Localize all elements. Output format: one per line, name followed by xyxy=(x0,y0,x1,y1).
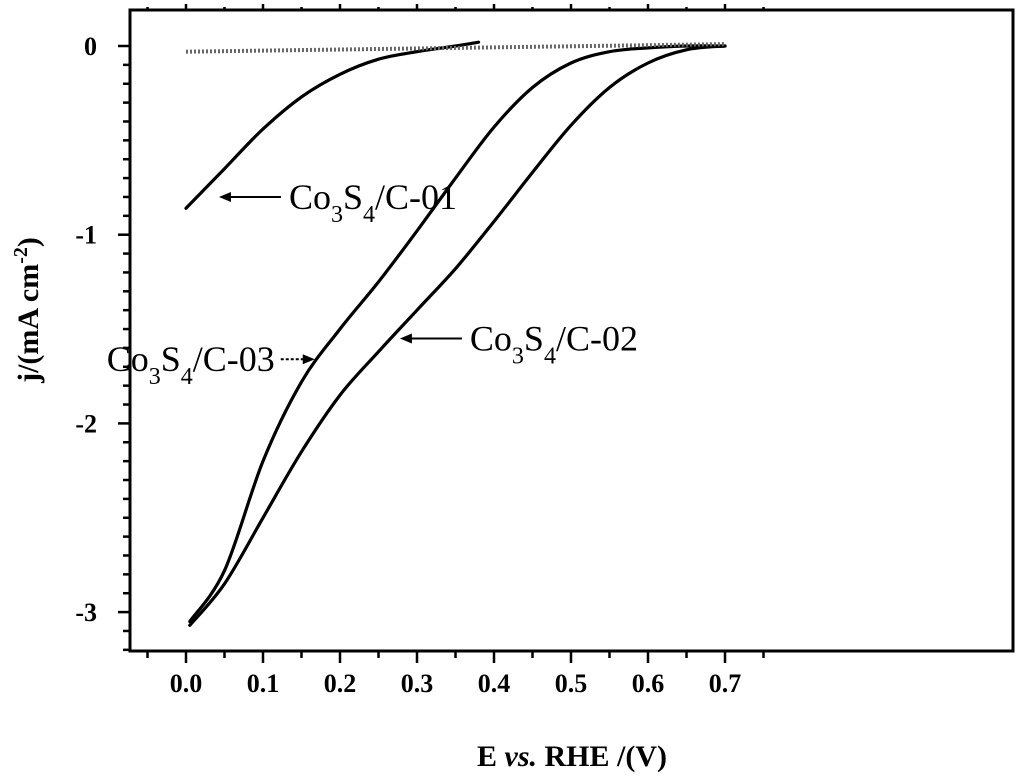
x-tick-label: 0.5 xyxy=(555,669,588,698)
plot-area: 0.0 0.1 0.2 0.3 0.4 0.5 0.6 0.7 0 -1 -2 -3 E vs. RHE… xyxy=(10,4,1015,773)
annotation-arrowhead xyxy=(302,354,315,365)
y-tick-label: 0 xyxy=(84,32,97,61)
x-axis-title: E vs. RHE /(V) xyxy=(477,740,667,773)
y-tick-label: -1 xyxy=(75,221,97,250)
series-line-co3s4-c-03 xyxy=(188,44,727,624)
series-label: Co3S4/C-02 xyxy=(470,318,638,369)
annotation-co3s4-c-01: Co3S4/C-01 xyxy=(218,177,457,228)
series-line-baseline xyxy=(185,42,726,54)
series-line-co3s4-c-01 xyxy=(184,40,481,210)
annotation-arrowhead xyxy=(218,191,231,202)
x-tick-label: 0.1 xyxy=(247,669,280,698)
annotation-co3s4-c-02: Co3S4/C-02 xyxy=(399,318,638,369)
x-tick-label: 0.6 xyxy=(632,669,665,698)
series-label: Co3S4/C-01 xyxy=(289,177,457,228)
x-tick-label: 0.2 xyxy=(324,669,357,698)
annotation-arrowhead xyxy=(399,333,412,344)
series-line-co3s4-c-02 xyxy=(188,44,727,627)
x-tick-label: 0.7 xyxy=(709,669,742,698)
x-tick-label: 0.4 xyxy=(478,669,511,698)
x-tick-label: 0.3 xyxy=(401,669,434,698)
x-tick-label: 0.0 xyxy=(170,669,203,698)
annotation-co3s4-c-03: Co3S4/C-03 xyxy=(107,339,315,390)
y-tick-label: -2 xyxy=(75,409,97,438)
y-axis-title: j/(mA cm-2) xyxy=(10,237,45,384)
y-tick-label: -3 xyxy=(75,598,97,627)
series-label: Co3S4/C-03 xyxy=(107,339,275,390)
